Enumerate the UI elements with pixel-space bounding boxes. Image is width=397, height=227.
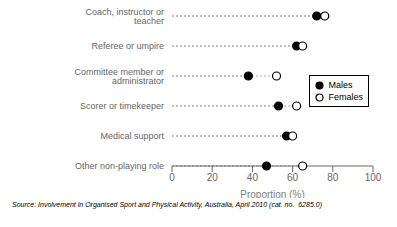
svg-text:0: 0 [169, 172, 175, 183]
svg-text:60: 60 [287, 172, 299, 183]
svg-text:Scorer or timekeeper: Scorer or timekeeper [80, 101, 164, 111]
html-text:Females: Females [328, 92, 363, 102]
svg-text:Referee or umpire: Referee or umpire [91, 41, 164, 51]
svg-text:Committee member oradministrat: Committee member oradministrator [74, 67, 164, 86]
svg-text:Proportion (%): Proportion (%) [240, 189, 304, 198]
svg-text:Other non-playing role: Other non-playing role [75, 161, 164, 171]
svg-text:Medical support: Medical support [100, 131, 164, 141]
svg-text:80: 80 [327, 172, 339, 183]
svg-text:100: 100 [365, 172, 382, 183]
html-text:Males: Males [328, 80, 353, 90]
svg-text:20: 20 [207, 172, 219, 183]
svg-text:Coach, instructor orteacher: Coach, instructor orteacher [85, 8, 164, 26]
svg-text:40: 40 [247, 172, 259, 183]
html-text:Source: Involvement in Organis: Source: Involvement in Organised Sport a… [12, 201, 322, 208]
